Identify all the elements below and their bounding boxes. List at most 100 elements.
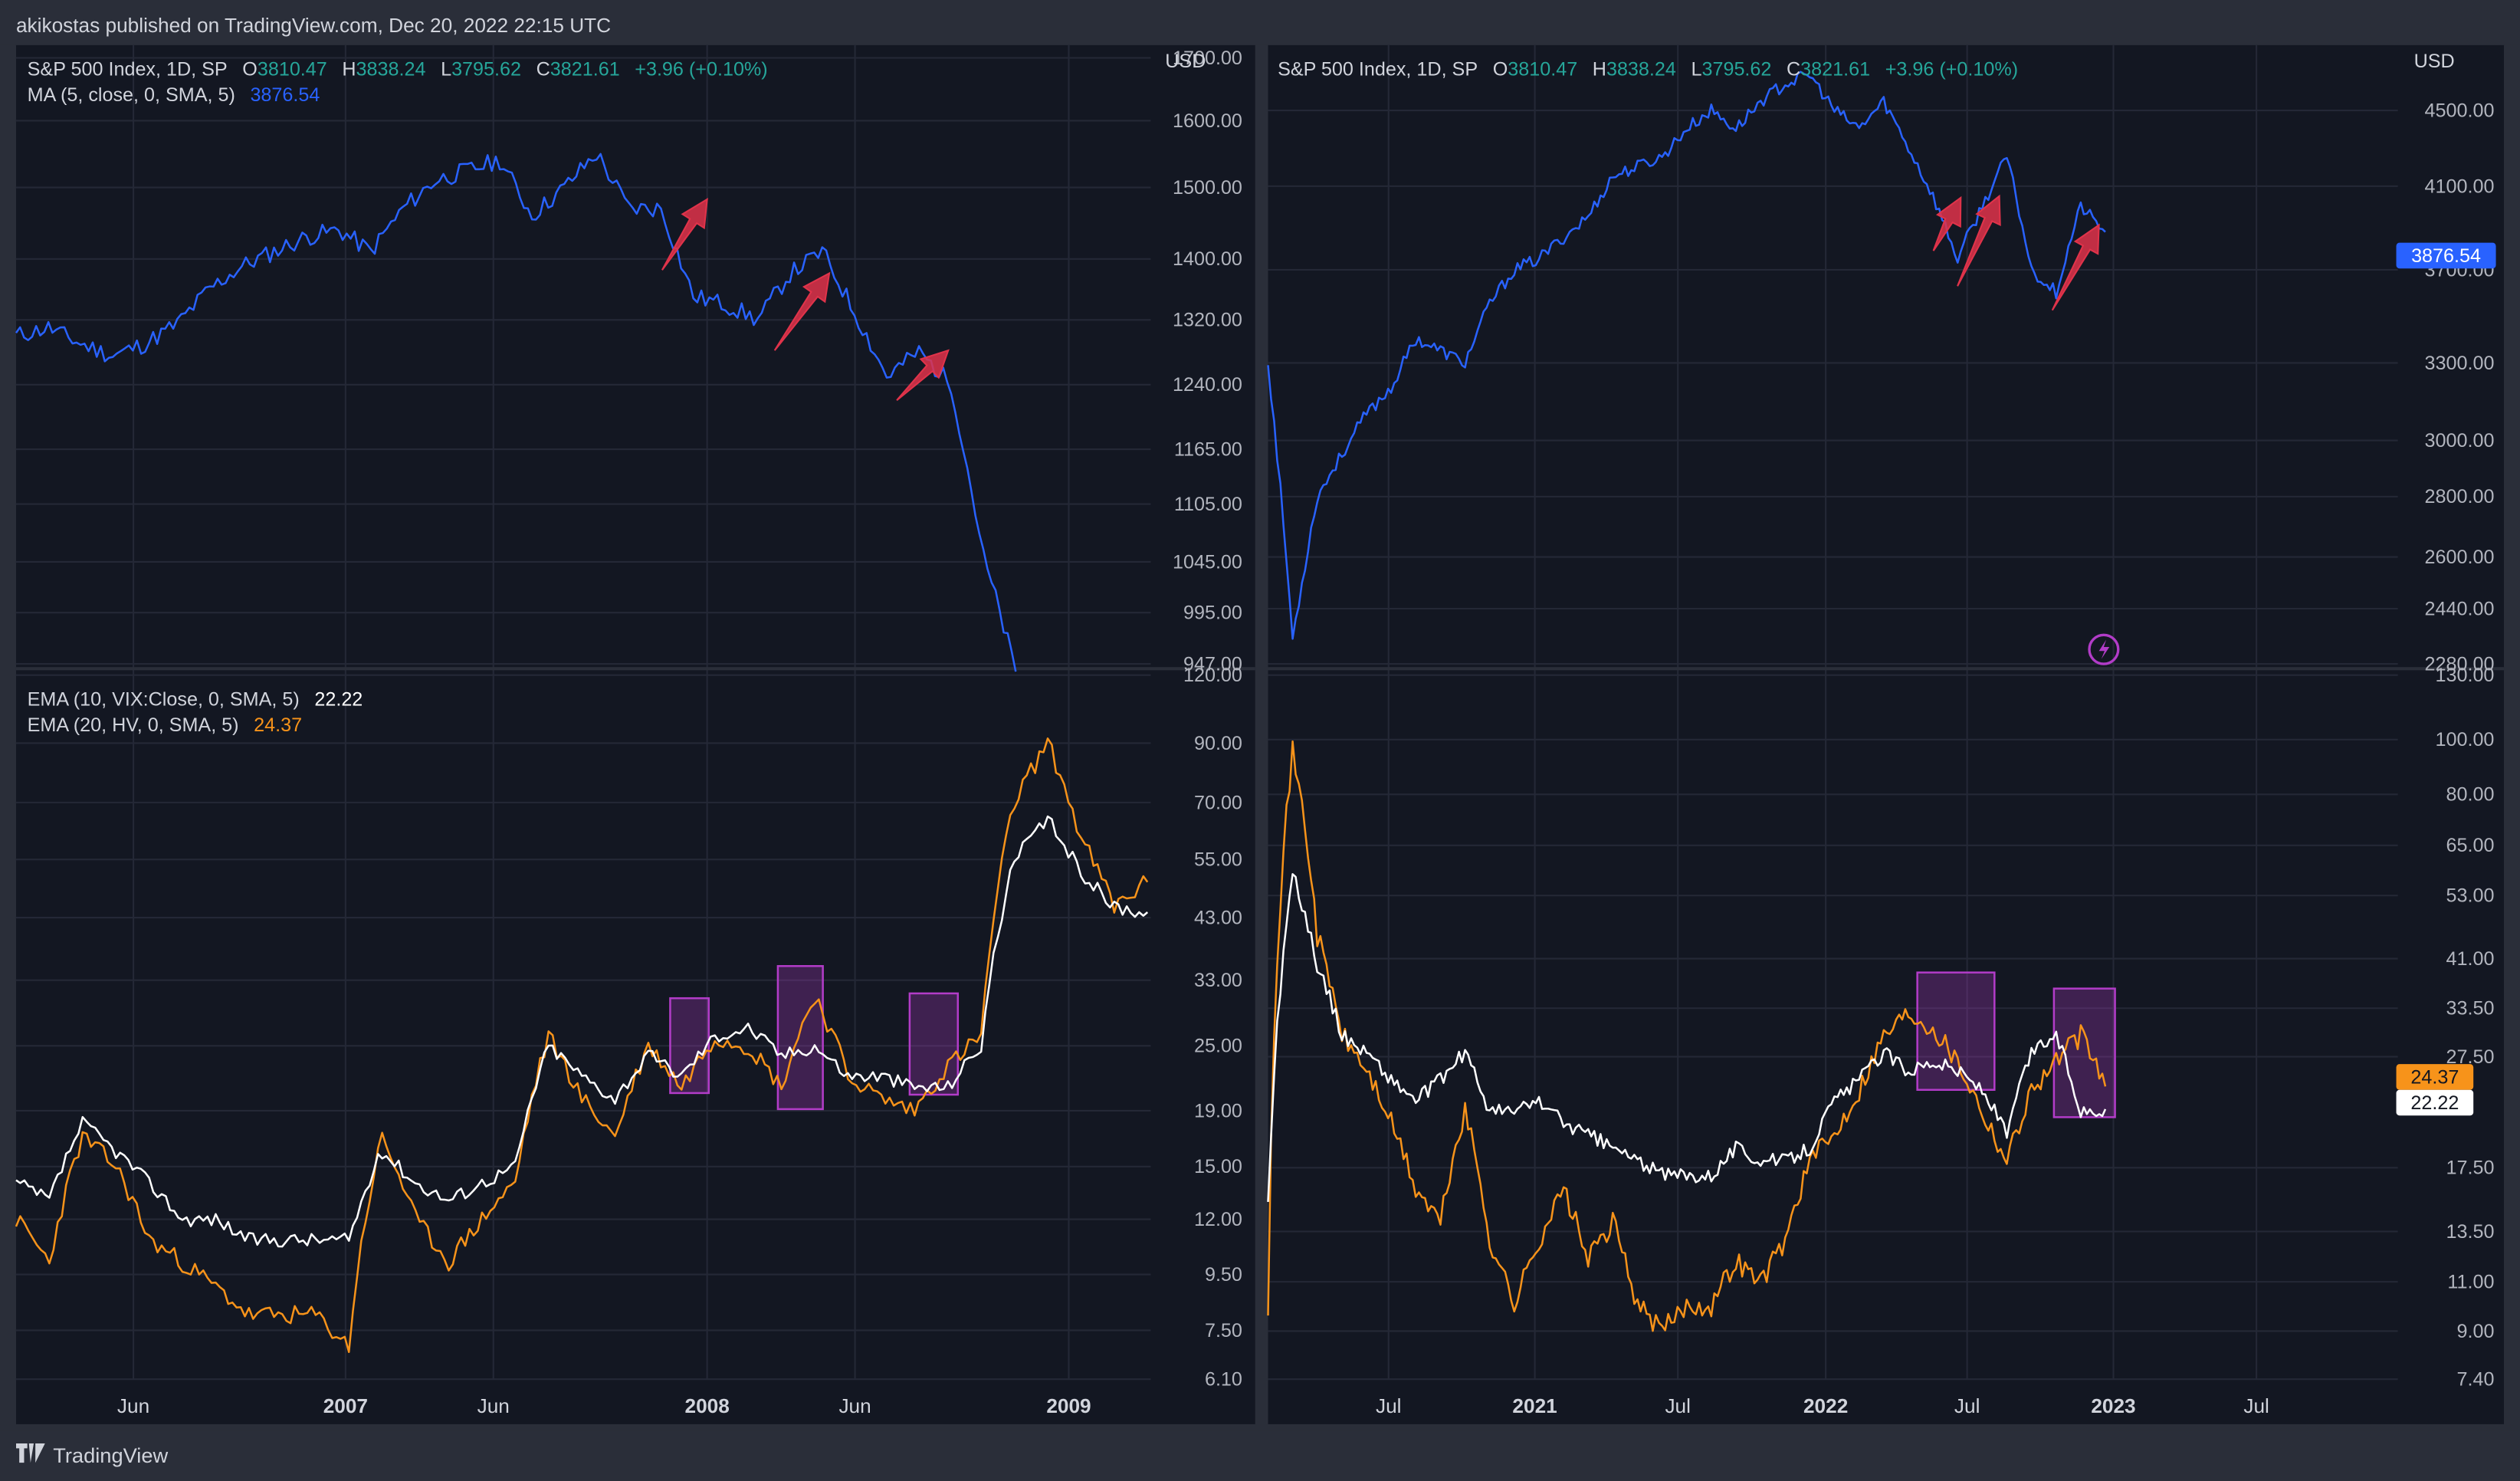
right-vol-tick-label: 11.00	[2447, 1272, 2494, 1293]
left-price-tick-label: 1500.00	[1173, 177, 1242, 199]
right-change-value: +3.96 (+0.10%)	[1885, 59, 2018, 80]
footer-bar: TradingView	[0, 1430, 2520, 1481]
left-ma-legend: MA (5, close, 0, SMA, 5) 3876.54	[28, 84, 320, 106]
right-time-label: 2023	[2091, 1394, 2135, 1417]
vix-legend: EMA (10, VIX:Close, 0, SMA, 5) 22.22	[28, 689, 363, 711]
left-close-label: C	[536, 59, 550, 80]
left-price-tick-label: 1700.00	[1173, 48, 1242, 69]
right-time-label: Jul	[1954, 1394, 1980, 1417]
price-badge	[2396, 242, 2496, 269]
left-low-label: L	[441, 59, 451, 80]
chart-area[interactable]: 1700.00 1600.00 1500.00 1400.00 1320.00 1240.…	[0, 44, 2520, 1431]
right-low-label: L	[1691, 59, 1701, 80]
right-time-label: Jul	[1376, 1394, 1402, 1417]
left-currency-label: USD	[1165, 51, 1206, 72]
right-vol-tick-label: 80.00	[2446, 784, 2494, 806]
left-price-legend: S&P 500 Index, 1D, SP O3810.47 H3838.24 …	[28, 59, 768, 80]
left-price-tick-label: 1105.00	[1174, 494, 1242, 515]
left-vol-tick-label: 6.10	[1205, 1369, 1242, 1391]
publish-info: akikostas published on TradingView.com, …	[15, 14, 612, 38]
left-price-tick-label: 1165.00	[1174, 438, 1242, 460]
left-vol-tick-label: 70.00	[1194, 792, 1242, 813]
left-vol-tick-label: 33.00	[1194, 970, 1242, 991]
right-vol-tick-label: 9.00	[2456, 1321, 2494, 1342]
vix-badge	[2396, 1089, 2474, 1116]
right-hv-line	[1267, 740, 2107, 1332]
trend-arrow[interactable]	[773, 271, 831, 351]
right-spx-line	[1267, 71, 2106, 640]
hv-value: 24.37	[254, 714, 302, 736]
right-panel[interactable]	[1268, 44, 2505, 1424]
lightning-icon[interactable]	[2088, 633, 2120, 665]
left-time-label: Jun	[117, 1394, 149, 1417]
highlight-box[interactable]	[776, 965, 824, 1111]
publish-header: akikostas published on TradingView.com, …	[0, 0, 2520, 45]
right-price-tick-label: 4500.00	[2425, 100, 2495, 121]
right-vol-tick-label: 17.50	[2446, 1158, 2494, 1179]
left-vix-line	[15, 815, 1149, 1248]
right-vix-line	[1267, 873, 2107, 1202]
highlight-box[interactable]	[908, 992, 960, 1096]
right-price-tick-label: 4100.00	[2425, 176, 2495, 197]
left-vol-tick-label: 43.00	[1194, 907, 1242, 928]
right-vol-tick-label: 130.00	[2435, 665, 2494, 686]
right-low-value: 3795.62	[1701, 59, 1771, 80]
left-price-tick-label: 1400.00	[1173, 248, 1242, 270]
vix-value: 22.22	[314, 689, 363, 711]
right-time-label: 2021	[1512, 1394, 1557, 1417]
right-time-label: Jul	[1665, 1394, 1691, 1417]
tradingview-logo[interactable]: TradingView	[15, 1443, 169, 1468]
left-open-label: O	[242, 59, 258, 80]
right-price-tick-label: 3000.00	[2425, 430, 2495, 452]
left-time-label: 2009	[1046, 1394, 1091, 1417]
tradingview-logo-icon	[15, 1443, 45, 1467]
right-symbol: S&P 500 Index, 1D, SP	[1278, 59, 1478, 80]
left-vol-tick-label: 7.50	[1205, 1320, 1242, 1341]
right-high-value: 3838.24	[1606, 59, 1676, 80]
right-vol-tick-label: 100.00	[2435, 729, 2494, 750]
left-symbol: S&P 500 Index, 1D, SP	[28, 59, 228, 80]
left-low-value: 3795.62	[451, 59, 521, 80]
left-vol-tick-label: 120.00	[1183, 665, 1242, 686]
left-price-tick-label: 1320.00	[1173, 310, 1242, 331]
right-vol-tick-label: 41.00	[2446, 948, 2494, 970]
right-open-value: 3810.47	[1508, 59, 1577, 80]
trend-arrow[interactable]	[2051, 223, 2100, 311]
vix-label: EMA (10, VIX:Close, 0, SMA, 5)	[28, 689, 300, 711]
trend-arrows	[661, 194, 2100, 401]
trend-arrow[interactable]	[1957, 194, 2001, 287]
left-vol-tick-label: 55.00	[1194, 849, 1242, 871]
right-price-tick-label: 2600.00	[2425, 547, 2495, 568]
series-lines	[15, 71, 2107, 1353]
left-vol-tick-label: 25.00	[1194, 1036, 1242, 1057]
trend-arrow[interactable]	[1932, 195, 1962, 251]
right-price-tick-label: 2440.00	[2425, 598, 2495, 619]
left-price-tick-label: 1045.00	[1173, 551, 1242, 573]
trend-arrow[interactable]	[896, 349, 950, 401]
price-badge-text: 3876.54	[2411, 245, 2481, 267]
right-vol-tick-label: 7.40	[2456, 1369, 2494, 1391]
highlight-box[interactable]	[1916, 971, 1996, 1091]
axis-labels: 1700.00 1600.00 1500.00 1400.00 1320.00 1240.…	[117, 48, 2495, 1417]
right-price-legend: S&P 500 Index, 1D, SP O3810.47 H3838.24 …	[1278, 59, 2018, 80]
left-ma-line	[15, 153, 1017, 672]
left-vol-tick-label: 12.00	[1194, 1209, 1242, 1230]
left-vol-tick-label: 9.50	[1205, 1264, 1242, 1286]
vix-badge-text: 22.22	[2410, 1092, 2459, 1114]
hv-badge-text: 24.37	[2410, 1066, 2459, 1088]
right-close-label: C	[1787, 59, 1800, 80]
tradingview-brand: TradingView	[53, 1443, 169, 1468]
trend-arrow[interactable]	[661, 198, 708, 271]
left-time-label: 2008	[685, 1394, 730, 1417]
left-hv-line	[15, 737, 1149, 1353]
right-open-label: O	[1493, 59, 1508, 80]
right-high-label: H	[1593, 59, 1606, 80]
right-time-label: Jul	[2243, 1394, 2269, 1417]
left-change-value: +3.96 (+0.10%)	[635, 59, 767, 80]
right-price-tick-label: 2280.00	[2425, 653, 2495, 675]
grid-lines	[15, 44, 2398, 1381]
highlight-boxes	[669, 965, 2116, 1118]
left-high-value: 3838.24	[356, 59, 426, 80]
left-panel[interactable]	[15, 44, 1255, 1424]
